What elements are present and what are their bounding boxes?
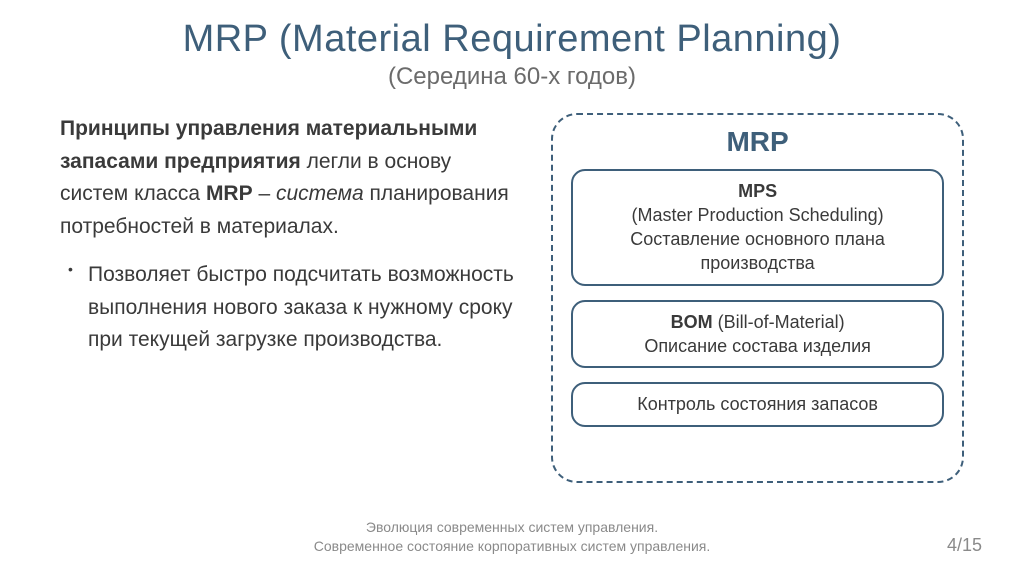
intro-system-italic: система xyxy=(276,182,364,205)
page-title: MRP (Material Requirement Planning) xyxy=(60,18,964,61)
footer: Эволюция современных систем управления. … xyxy=(0,518,1024,556)
page-subtitle: (Середина 60-х годов) xyxy=(60,63,964,91)
bullet-item: Позволяет быстро подсчитать возможность … xyxy=(88,259,516,357)
page-number: 4/15 xyxy=(947,535,982,556)
content-row: Принципы управления материальными запаса… xyxy=(60,113,964,483)
left-column: Принципы управления материальными запаса… xyxy=(60,113,516,367)
page-current: 4 xyxy=(947,535,957,555)
intro-dash: – xyxy=(253,182,276,205)
bom-title: BOM xyxy=(671,312,713,332)
right-column: MRP MPS (Master Production Scheduling) С… xyxy=(551,113,964,483)
intro-mrp-bold: MRP xyxy=(206,182,253,205)
slide: MRP (Material Requirement Planning) (Сер… xyxy=(0,0,1024,574)
mps-title: MPS xyxy=(738,181,777,201)
mps-box: MPS (Master Production Scheduling) Соста… xyxy=(571,169,944,286)
mps-line3: Составление основного плана производства xyxy=(630,229,885,273)
mrp-dashed-container: MRP MPS (Master Production Scheduling) С… xyxy=(551,113,964,483)
stock-line: Контроль состояния запасов xyxy=(637,394,878,414)
footer-line1: Эволюция современных систем управления. xyxy=(366,519,658,535)
bom-box: BOM (Bill-of-Material) Описание состава … xyxy=(571,300,944,369)
page-total: 15 xyxy=(962,535,982,555)
mrp-container-title: MRP xyxy=(571,125,944,159)
bullet-list: Позволяет быстро подсчитать возможность … xyxy=(60,259,516,357)
stock-box: Контроль состояния запасов xyxy=(571,382,944,426)
footer-line2: Современное состояние корпоративных сист… xyxy=(314,538,711,554)
bom-inline: (Bill-of-Material) xyxy=(713,312,845,332)
bom-line2: Описание состава изделия xyxy=(644,336,871,356)
intro-paragraph: Принципы управления материальными запаса… xyxy=(60,113,516,243)
mps-line2: (Master Production Scheduling) xyxy=(632,205,884,225)
